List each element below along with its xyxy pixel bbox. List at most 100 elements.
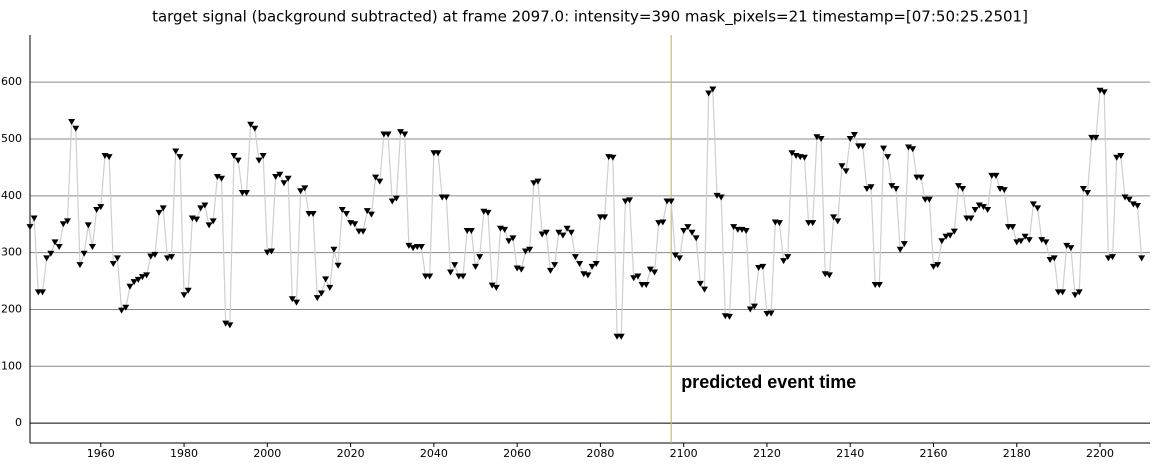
marker — [405, 242, 413, 249]
marker — [1021, 233, 1029, 240]
marker — [26, 224, 34, 231]
marker — [971, 207, 979, 214]
marker — [426, 273, 434, 280]
marker — [892, 185, 900, 192]
marker — [1029, 201, 1037, 208]
marker — [684, 224, 692, 231]
marker — [1079, 185, 1087, 192]
marker — [55, 243, 63, 250]
marker — [946, 232, 954, 239]
marker — [867, 184, 875, 191]
marker — [884, 154, 892, 161]
marker — [397, 129, 405, 136]
marker — [488, 282, 496, 289]
y-tick-label: 600 — [1, 75, 22, 88]
marker — [584, 272, 592, 279]
marker — [1117, 153, 1125, 160]
marker — [334, 262, 342, 269]
marker — [929, 263, 937, 270]
marker — [301, 185, 309, 192]
marker — [1000, 187, 1008, 194]
marker — [551, 262, 559, 269]
marker — [247, 121, 255, 128]
marker — [163, 255, 171, 262]
marker — [63, 218, 71, 225]
x-tick-label: 2020 — [337, 447, 365, 460]
marker — [184, 287, 192, 294]
marker — [905, 144, 913, 151]
marker — [655, 220, 663, 227]
marker — [292, 299, 300, 306]
marker — [571, 254, 579, 261]
marker — [576, 261, 584, 268]
marker — [342, 210, 350, 217]
marker — [1025, 237, 1033, 244]
marker — [788, 150, 796, 157]
marker — [284, 175, 292, 182]
marker — [88, 243, 96, 250]
marker — [755, 264, 763, 271]
marker — [863, 185, 871, 192]
marker — [251, 125, 259, 132]
marker — [1059, 289, 1067, 296]
marker — [588, 263, 596, 270]
x-tick-label: 2140 — [836, 447, 864, 460]
marker — [667, 198, 675, 205]
marker — [967, 215, 975, 222]
marker — [717, 194, 725, 201]
marker — [959, 185, 967, 192]
marker — [492, 284, 500, 291]
marker — [118, 307, 126, 314]
marker — [376, 178, 384, 185]
marker — [1046, 257, 1054, 264]
marker — [205, 222, 213, 229]
marker — [934, 262, 942, 269]
marker — [567, 229, 575, 236]
marker — [1138, 255, 1146, 262]
x-tick-label: 1980 — [170, 447, 198, 460]
marker — [979, 204, 987, 211]
marker — [105, 154, 113, 161]
marker — [218, 175, 226, 182]
marker — [372, 174, 380, 181]
marker — [859, 143, 867, 150]
marker — [938, 238, 946, 245]
marker — [384, 131, 392, 138]
marker — [113, 255, 121, 262]
marker — [1013, 239, 1021, 246]
marker — [176, 154, 184, 161]
marker — [1104, 255, 1112, 262]
marker — [680, 228, 688, 235]
marker — [1063, 242, 1071, 249]
marker — [563, 225, 571, 232]
marker — [838, 163, 846, 170]
marker — [763, 311, 771, 318]
marker — [501, 226, 509, 233]
marker — [642, 282, 650, 289]
marker — [172, 148, 180, 155]
marker — [259, 153, 267, 160]
marker — [621, 198, 629, 205]
marker — [59, 221, 67, 228]
marker — [351, 221, 359, 228]
marker — [230, 153, 238, 160]
y-tick-label: 200 — [1, 302, 22, 315]
marker — [51, 239, 59, 246]
marker — [193, 216, 201, 223]
marker — [1034, 205, 1042, 212]
marker — [1113, 154, 1121, 161]
marker — [326, 284, 334, 291]
x-tick-label: 2060 — [503, 447, 531, 460]
marker — [392, 195, 400, 202]
marker — [917, 174, 925, 181]
marker — [942, 233, 950, 240]
marker — [484, 209, 492, 216]
marker — [813, 134, 821, 141]
marker — [1050, 255, 1058, 262]
marker — [168, 254, 176, 261]
marker — [317, 290, 325, 297]
marker — [209, 218, 217, 225]
x-tick-label: 2120 — [753, 447, 781, 460]
marker — [197, 205, 205, 212]
